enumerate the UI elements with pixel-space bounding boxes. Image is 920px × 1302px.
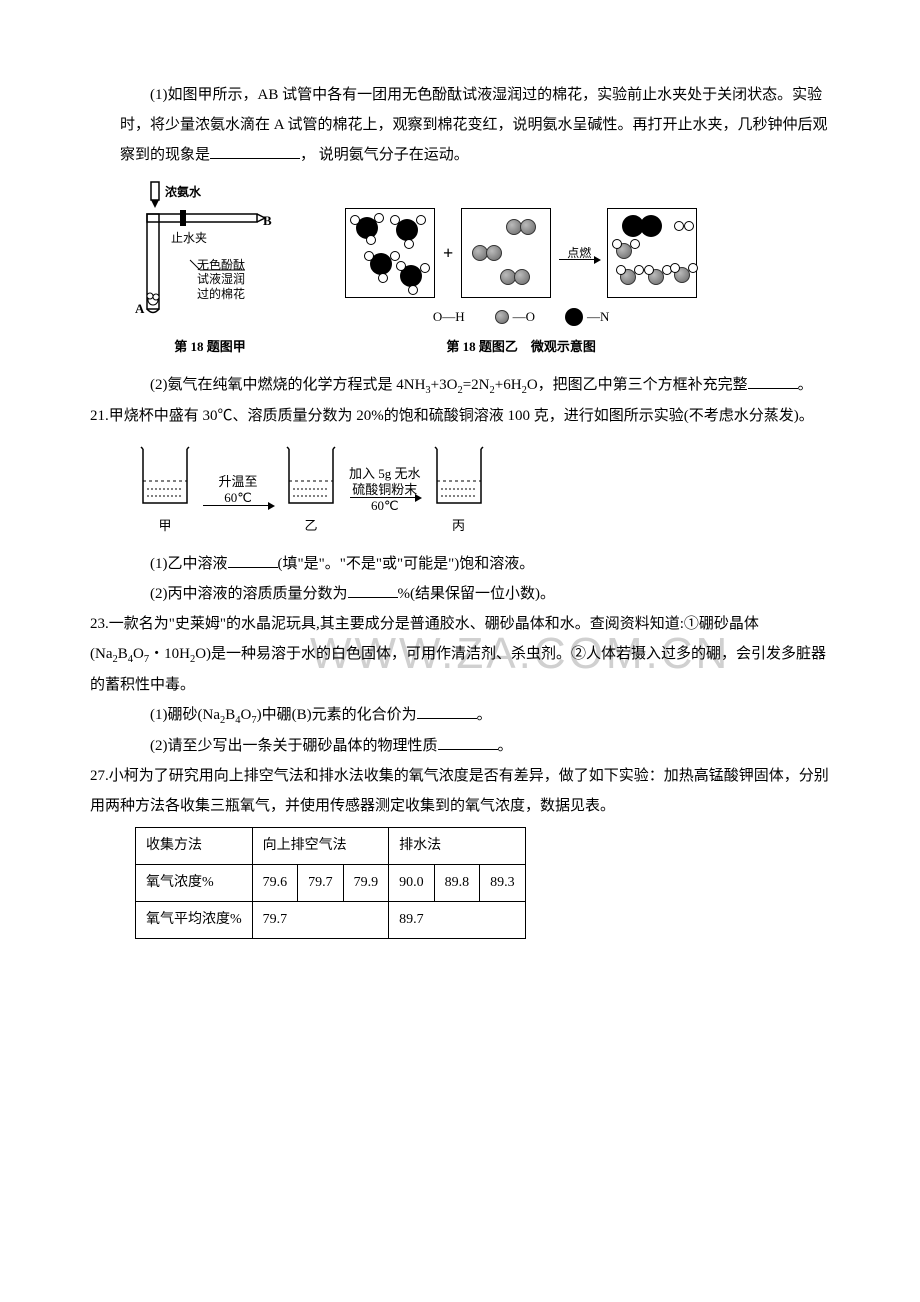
q21-p2: (2)丙中溶液的溶质质量分数为 %(结果保留一位小数)。 [120, 579, 830, 609]
product-box [607, 208, 697, 298]
table-row: 氧气浓度% 79.6 79.7 79.9 90.0 89.8 89.3 [136, 865, 526, 902]
label-cotton: 无色酚酞 试液湿润 过的棉花 [197, 258, 245, 301]
t: 。 [798, 377, 813, 393]
q21-p1: (1)乙中溶液 (填"是"。"不是"或"可能是")饱和溶液。 [120, 549, 830, 579]
cotton-l2: 试液湿润 [197, 272, 245, 286]
cotton-l1: 无色酚酞 [197, 258, 245, 272]
label-a: A [135, 296, 144, 322]
fig18-right: + 点燃 [345, 208, 697, 360]
fig18-left-group: 浓氨水 止水夹 B 无色酚酞 试液湿润 过的棉花 A 第 18 题图甲 [135, 180, 285, 360]
t: B [118, 646, 128, 662]
blank [748, 374, 798, 389]
t: (填"是"。"不是"或"可能是")饱和溶液。 [278, 556, 535, 572]
cell: 89.7 [389, 902, 526, 939]
q18-p2: (2)氨气在纯氧中燃烧的化学方程式是 4NH3+3O2=2N2+6H2O，把图乙… [120, 370, 830, 401]
cell: 79.7 [252, 902, 389, 939]
reactant-box-2 [461, 208, 551, 298]
label-clip: 止水夹 [171, 226, 207, 250]
label-top: 浓氨水 [165, 180, 201, 204]
t: (2)丙中溶液的溶质质量分数为 [150, 586, 348, 602]
q27-table: 收集方法 向上排空气法 排水法 氧气浓度% 79.6 79.7 79.9 90.… [135, 827, 526, 939]
q18-p1-tail: ， 说明氨气分子在运动。 [300, 147, 469, 163]
beaker-b-label: 乙 [281, 513, 341, 539]
t: (1)乙中溶液 [150, 556, 228, 572]
t: B [225, 707, 235, 723]
cell: 79.6 [252, 865, 298, 902]
t: O，把图乙中第三个方框补充完整 [527, 377, 748, 393]
figure-18: 浓氨水 止水夹 B 无色酚酞 试液湿润 过的棉花 A 第 18 题图甲 [135, 180, 830, 360]
t: +3O [431, 377, 458, 393]
cell: 89.8 [434, 865, 480, 902]
beaker-a-label: 甲 [135, 513, 195, 539]
blank [417, 704, 477, 719]
cotton-l3: 过的棉花 [197, 287, 245, 301]
reaction-arrow: 点燃 [559, 247, 599, 260]
label-b: B [263, 208, 272, 234]
document-content: WWW.ZA.COM.CN (1)如图甲所示，AB 试管中各有一团用无色酚酞试液… [90, 80, 830, 939]
t: O)是一种易溶于水的白色固体，可用作清洁剂、杀虫剂。②人体若摄入过多的硼，会引发… [90, 646, 826, 693]
blank [348, 583, 398, 598]
q23-intro: 23.一款名为"史莱姆"的水晶泥玩具,其主要成分是普通胶水、硼砂晶体和水。查阅资… [90, 609, 830, 700]
q21-intro: 21.甲烧杯中盛有 30℃、溶质质量分数为 20%的饱和硫酸铜溶液 100 克，… [90, 401, 830, 431]
legend-n: —N [565, 304, 609, 330]
cell: 90.0 [389, 865, 435, 902]
fig18-right-caption: 第 18 题图乙 微观示意图 [345, 334, 697, 360]
blank [438, 735, 498, 750]
t: O [241, 707, 252, 723]
th-method: 收集方法 [136, 828, 253, 865]
cell: 89.3 [480, 865, 526, 902]
t: =2N [463, 377, 490, 393]
t: %(结果保留一位小数)。 [398, 586, 556, 602]
beaker-b: 乙 [281, 441, 341, 539]
blank [228, 553, 278, 568]
q27-intro: 27.小柯为了研究用向上排空气法和排水法收集的氧气浓度是否有差异，做了如下实验：… [90, 761, 830, 821]
plus-sign: + [443, 235, 453, 271]
th-water: 排水法 [389, 828, 526, 865]
t: (2)请至少写出一条关于硼砂晶体的物理性质 [150, 738, 438, 754]
a1l2: 60℃ [224, 490, 252, 506]
cell: 79.7 [298, 865, 344, 902]
q18-p1: (1)如图甲所示，AB 试管中各有一团用无色酚酞试液湿润过的棉花，实验前止水夹处… [120, 80, 830, 170]
t: )中硼(B)元素的化合价为 [257, 707, 417, 723]
cell: 79.9 [343, 865, 389, 902]
fig18-left: 浓氨水 止水夹 B 无色酚酞 试液湿润 过的棉花 A [135, 180, 285, 330]
row1-label: 氧气浓度% [136, 865, 253, 902]
t: (2)氨气在纯氧中燃烧的化学方程式是 4NH [150, 377, 425, 393]
t: (1)硼砂(Na [150, 707, 220, 723]
legend-row: O—H —O —N [345, 304, 697, 330]
arrow-label: 点燃 [567, 247, 591, 259]
t: ・10H [149, 646, 190, 662]
molecule-row: + 点燃 [345, 208, 697, 298]
t: 。 [498, 738, 513, 754]
q23-p2: (2)请至少写出一条关于硼砂晶体的物理性质 。 [120, 731, 830, 761]
t: 。 [477, 707, 492, 723]
th-air: 向上排空气法 [252, 828, 389, 865]
arrow-2: 加入 5g 无水 硫酸铜粉末 60℃ [349, 466, 421, 514]
table-row: 氧气平均浓度% 79.7 89.7 [136, 902, 526, 939]
figure-21: 甲 升温至 60℃ 乙 加入 5g 无水 硫酸铜粉末 60℃ [135, 441, 830, 539]
table-row: 收集方法 向上排空气法 排水法 [136, 828, 526, 865]
reactant-box-1 [345, 208, 435, 298]
t: +6H [495, 377, 522, 393]
row2-label: 氧气平均浓度% [136, 902, 253, 939]
arrow-1: 升温至 60℃ [203, 474, 273, 506]
a2l3: 60℃ [371, 498, 399, 514]
beaker-c: 丙 [429, 441, 489, 539]
a2l2: 硫酸铜粉末 [352, 482, 417, 498]
beaker-a: 甲 [135, 441, 195, 539]
q23-p1: (1)硼砂(Na2B4O7)中硼(B)元素的化合价为。 [120, 700, 830, 731]
a1l1: 升温至 [218, 474, 257, 490]
beaker-c-label: 丙 [429, 513, 489, 539]
legend-h: O—H [433, 304, 465, 330]
fig18-left-caption: 第 18 题图甲 [135, 334, 285, 360]
legend-o: —O [495, 304, 535, 330]
a2l1: 加入 5g 无水 [349, 466, 421, 482]
t: O [133, 646, 144, 662]
blank [210, 144, 300, 159]
